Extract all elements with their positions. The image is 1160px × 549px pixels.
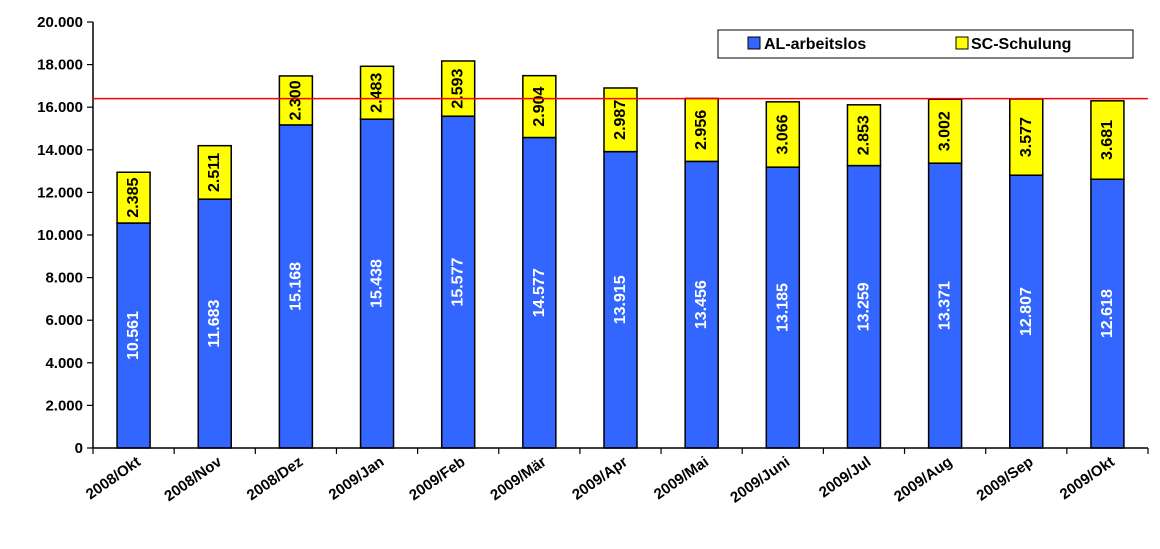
legend-swatch-al-arbeitslos <box>747 36 761 50</box>
bar-data-label: 11.683 <box>206 299 223 347</box>
bar-data-label: 15.438 <box>369 259 386 308</box>
bar-segment-al-arbeitslos <box>846 164 882 449</box>
bar-data-label: 13.915 <box>612 275 629 324</box>
y-tick-label: 6.000 <box>45 312 83 329</box>
bar-data-label: 3.681 <box>1099 120 1116 160</box>
y-tick-label: 2.000 <box>45 397 83 414</box>
bar-data-label: 3.066 <box>774 114 791 154</box>
bar-segment-sc-schulung <box>684 97 719 163</box>
x-tick-label: 2008/Okt <box>83 453 144 503</box>
x-tick-label: 2009/Jul <box>816 453 874 501</box>
bar-segment-al-arbeitslos <box>116 222 151 449</box>
legend-label-sc-schulung: SC-Schulung <box>971 36 1071 53</box>
bar-segment-sc-schulung <box>927 98 963 164</box>
x-tick-label: 2009/Feb <box>406 453 468 504</box>
bar-data-label: 15.577 <box>450 258 467 307</box>
y-tick-label: 4.000 <box>45 355 83 372</box>
bar-segment-sc-schulung <box>116 171 151 224</box>
legend: AL-arbeitslos SC-Schulung <box>717 29 1134 59</box>
x-tick-label: 2008/Nov <box>161 453 225 505</box>
x-tick-label: 2009/Sep <box>974 453 1037 504</box>
bar-data-label: 2.483 <box>369 73 386 113</box>
bar-data-label: 3.002 <box>937 111 954 151</box>
bar-segment-sc-schulung <box>359 65 395 120</box>
bar-data-label: 2.956 <box>693 110 710 150</box>
y-tick-label: 0 <box>75 440 83 457</box>
y-tick-label: 12.000 <box>37 184 83 201</box>
x-tick-label: 2009/Jan <box>326 453 388 503</box>
bar-data-label: 15.168 <box>287 262 304 311</box>
bar-data-label: 12.807 <box>1018 287 1035 336</box>
bar-segment-sc-schulung <box>1090 100 1125 180</box>
bar-segment-al-arbeitslos <box>359 118 395 449</box>
bar-data-label: 2.593 <box>450 68 467 108</box>
bar-segment-sc-schulung <box>1009 98 1044 176</box>
bar-segment-sc-schulung <box>278 75 314 126</box>
bar-segment-al-arbeitslos <box>765 166 801 449</box>
x-tick-label: 2009/Juni <box>727 453 793 506</box>
bar-data-label: 14.577 <box>531 268 548 317</box>
bar-data-label: 12.618 <box>1099 289 1116 338</box>
bar-data-label: 2.300 <box>287 80 304 120</box>
x-axis: 2008/Okt 2008/Nov 2008/Dez 2009/Jan 2009/Feb… <box>83 447 1149 506</box>
y-tick-label: 10.000 <box>37 227 83 244</box>
bar-data-label: 10.561 <box>125 311 142 360</box>
bar-data-label: 13.371 <box>937 281 954 330</box>
bar-data-label: 3.577 <box>1018 117 1035 157</box>
bar-segment-sc-schulung <box>440 60 476 117</box>
legend-swatch-sc-schulung <box>955 36 969 50</box>
x-tick-label: 2009/Aug <box>891 453 955 505</box>
x-tick-label: 2009/Mär <box>487 453 549 504</box>
bar-data-label: 13.185 <box>774 283 791 332</box>
legend-label-al-arbeitslos: AL-arbeitslos <box>764 36 866 53</box>
bars: 10.561 2.385 11.683 2.511 15.168 2.300 15.438 2… <box>116 60 1125 449</box>
x-tick-label: 2009/Apr <box>569 453 631 503</box>
y-tick-label: 18.000 <box>37 57 83 74</box>
y-tick-label: 8.000 <box>45 270 83 287</box>
y-axis: 0 2.000 4.000 6.000 8.000 10.000 12.000 14.000 1… <box>37 14 94 457</box>
bar-data-label: 2.853 <box>855 115 872 155</box>
legend-box <box>717 29 1134 59</box>
x-tick-label: 2009/Mai <box>651 453 712 503</box>
bar-segment-al-arbeitslos <box>1009 174 1044 449</box>
bar-segment-sc-schulung <box>197 144 232 200</box>
y-tick-label: 16.000 <box>37 99 83 116</box>
bar-data-label: 13.456 <box>693 280 710 329</box>
x-tick-label: 2009/Okt <box>1057 453 1118 503</box>
bar-segment-al-arbeitslos <box>1090 178 1125 449</box>
bar-segment-sc-schulung <box>765 101 801 168</box>
bar-data-label: 2.511 <box>206 153 223 192</box>
bar-data-label: 2.385 <box>125 178 142 218</box>
bar-data-label: 2.987 <box>612 100 629 140</box>
bar-segment-sc-schulung <box>846 104 882 167</box>
y-tick-label: 20.000 <box>37 14 83 31</box>
bar-segment-sc-schulung <box>522 74 557 139</box>
y-tick-label: 14.000 <box>37 142 83 159</box>
x-tick-label: 2008/Dez <box>244 453 306 504</box>
bar-data-label: 2.904 <box>531 86 548 126</box>
bar-data-label: 13.259 <box>855 282 872 331</box>
